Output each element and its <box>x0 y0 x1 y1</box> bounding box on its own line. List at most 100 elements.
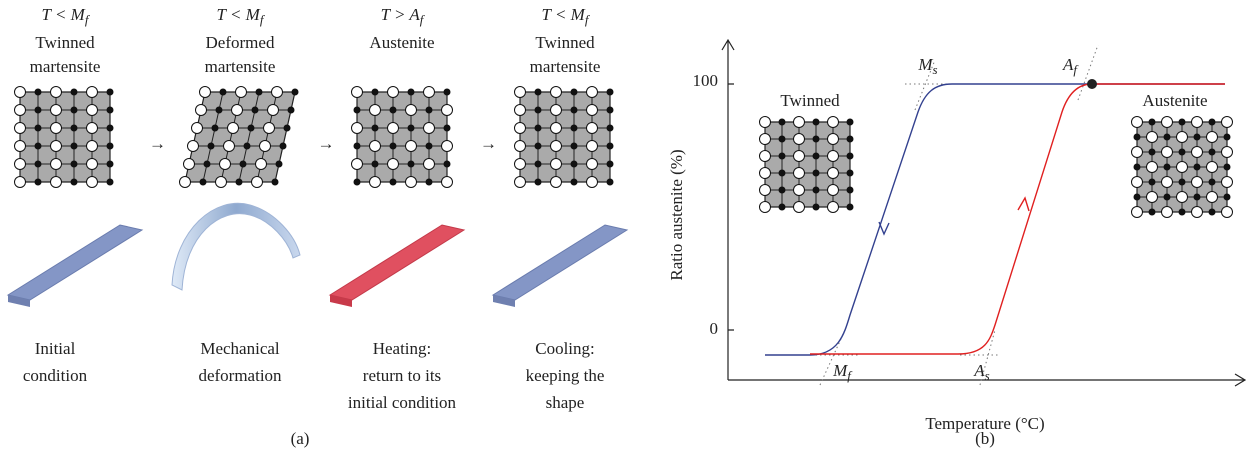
stage-condition-main: T < M <box>217 5 261 24</box>
stage-condition: T > Af <box>381 5 426 27</box>
atom <box>759 184 771 196</box>
lattice <box>514 86 614 188</box>
atom <box>291 88 299 96</box>
y-tick-label: 100 <box>693 71 719 90</box>
atom <box>425 178 433 186</box>
atom <box>570 160 578 168</box>
atom <box>425 106 433 114</box>
stage-name: martensite <box>530 57 601 76</box>
atom <box>827 133 839 145</box>
atom <box>570 178 578 186</box>
heating-curve <box>810 83 1225 355</box>
stage-caption: return to its <box>363 366 441 385</box>
atom <box>243 142 251 150</box>
lattice-body <box>19 91 111 183</box>
atom <box>405 140 417 152</box>
atom <box>423 122 435 134</box>
atom <box>195 104 207 116</box>
atom <box>14 86 26 98</box>
transition-marker-sub: s <box>933 62 938 77</box>
atom <box>106 160 114 168</box>
atom <box>827 116 839 128</box>
atom <box>827 167 839 179</box>
transition-marker-main: A <box>973 361 985 380</box>
atom <box>1223 133 1231 141</box>
atom <box>231 104 243 116</box>
lattice <box>1131 116 1233 218</box>
atom <box>606 142 614 150</box>
atom <box>1178 178 1186 186</box>
transition-marker: Af <box>1062 55 1079 77</box>
atom <box>1163 133 1171 141</box>
atom <box>1161 206 1173 218</box>
atom <box>759 116 771 128</box>
atom <box>1193 163 1201 171</box>
atom <box>1131 116 1143 128</box>
atom <box>255 158 267 170</box>
atom <box>778 152 786 160</box>
atom <box>1178 148 1186 156</box>
atom <box>1221 176 1233 188</box>
atom <box>255 88 263 96</box>
atom <box>1191 206 1203 218</box>
atom <box>407 160 415 168</box>
atom <box>812 203 820 211</box>
atom <box>14 104 26 116</box>
atom <box>1208 118 1216 126</box>
stage-name: Twinned <box>535 33 595 52</box>
atom <box>271 86 283 98</box>
atom <box>1206 191 1218 203</box>
atom <box>514 104 526 116</box>
atom <box>86 176 98 188</box>
atom <box>14 158 26 170</box>
atom <box>1191 146 1203 158</box>
atom <box>287 106 295 114</box>
atom <box>387 122 399 134</box>
atom <box>1133 163 1141 171</box>
atom <box>1161 116 1173 128</box>
atom <box>407 124 415 132</box>
atom <box>550 140 562 152</box>
atom <box>443 124 451 132</box>
atom <box>812 169 820 177</box>
atom <box>441 176 453 188</box>
stage-caption: condition <box>23 366 88 385</box>
atom <box>570 142 578 150</box>
atom <box>586 140 598 152</box>
atom <box>534 88 542 96</box>
stage-condition: T < Mf <box>42 5 91 27</box>
atom <box>793 133 805 145</box>
atom <box>812 152 820 160</box>
transition-marker-main: M <box>917 55 933 74</box>
atom <box>1131 146 1143 158</box>
atom <box>827 184 839 196</box>
stage-condition: T < Mf <box>542 5 591 27</box>
atom <box>1178 118 1186 126</box>
stage-condition-sub: f <box>85 12 91 27</box>
atom <box>550 122 562 134</box>
atom <box>389 178 397 186</box>
atom <box>70 124 78 132</box>
atom <box>86 104 98 116</box>
atom <box>1133 133 1141 141</box>
atom <box>259 140 271 152</box>
atom <box>570 124 578 132</box>
atom <box>441 104 453 116</box>
atom <box>606 124 614 132</box>
atom <box>70 88 78 96</box>
atom <box>1223 163 1231 171</box>
atom <box>50 176 62 188</box>
stage-name: martensite <box>205 57 276 76</box>
atom <box>369 140 381 152</box>
atom <box>778 169 786 177</box>
atom <box>1176 161 1188 173</box>
atom <box>586 104 598 116</box>
atom <box>353 178 361 186</box>
transition-marker-main: A <box>1062 55 1074 74</box>
lattice <box>351 86 453 188</box>
stage-condition-sub: f <box>585 12 591 27</box>
atom <box>846 203 854 211</box>
atom <box>369 104 381 116</box>
atom <box>203 160 211 168</box>
